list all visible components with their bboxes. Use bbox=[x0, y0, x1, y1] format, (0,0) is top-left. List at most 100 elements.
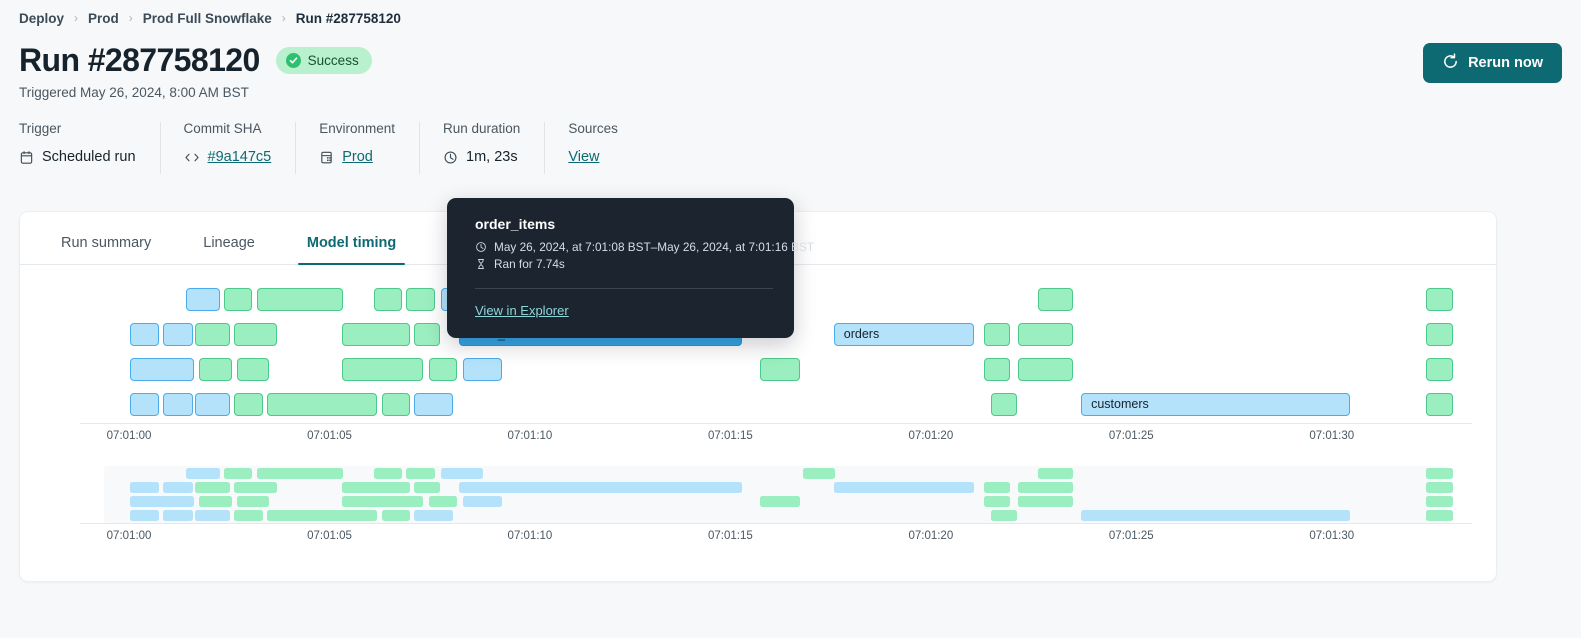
minimap-bar[interactable] bbox=[257, 467, 344, 479]
meta-label-environment: Environment bbox=[319, 121, 396, 136]
database-icon bbox=[319, 150, 334, 165]
gantt-bar[interactable] bbox=[199, 358, 232, 381]
tab-lineage[interactable]: Lineage bbox=[203, 235, 255, 251]
breadcrumb: Deploy › Prod › Prod Full Snowflake › Ru… bbox=[0, 0, 1581, 30]
gantt-bar[interactable] bbox=[406, 288, 435, 311]
gantt-bar[interactable] bbox=[1426, 323, 1454, 346]
gantt-bar[interactable] bbox=[382, 393, 411, 416]
gantt-minimap[interactable]: 07:01:00 07:01:05 07:01:10 07:01:15 07:01:20… bbox=[20, 449, 1496, 549]
minimap-panel[interactable] bbox=[104, 466, 1454, 523]
gantt-bar[interactable] bbox=[1426, 288, 1454, 311]
minimap-bar[interactable] bbox=[429, 496, 458, 507]
minimap-bar[interactable] bbox=[458, 481, 743, 493]
sources-view-link[interactable]: View bbox=[568, 149, 600, 165]
minimap-bar[interactable] bbox=[441, 467, 483, 479]
minimap-bar[interactable] bbox=[1426, 481, 1454, 493]
minimap-bar[interactable] bbox=[1017, 496, 1073, 507]
minimap-bar[interactable] bbox=[406, 467, 435, 479]
gantt-bar[interactable] bbox=[195, 393, 231, 416]
meta-text-run-duration: 1m, 23s bbox=[466, 149, 518, 165]
gantt-bar[interactable] bbox=[1038, 288, 1074, 311]
breadcrumb-item-prod[interactable]: Prod bbox=[88, 10, 119, 26]
meta-text-trigger: Scheduled run bbox=[42, 149, 136, 165]
minimap-bar[interactable] bbox=[1017, 481, 1073, 493]
meta-cell-sources: Sources View bbox=[544, 121, 642, 174]
minimap-bar[interactable] bbox=[833, 481, 974, 493]
gantt-bar-orders[interactable]: orders bbox=[833, 323, 974, 346]
gantt-bar[interactable] bbox=[1426, 358, 1454, 381]
breadcrumb-item-run[interactable]: Run #287758120 bbox=[295, 10, 401, 26]
minimap-bar[interactable] bbox=[984, 481, 1010, 493]
minimap-bar[interactable] bbox=[129, 481, 160, 493]
minimap-tick-label: 07:01:20 bbox=[908, 530, 954, 542]
minimap-bar[interactable] bbox=[341, 496, 423, 507]
gantt-bar[interactable] bbox=[195, 323, 231, 346]
gantt-bar[interactable] bbox=[163, 393, 193, 416]
minimap-bar[interactable] bbox=[984, 496, 1010, 507]
minimap-bar[interactable] bbox=[414, 510, 454, 522]
minimap-bar[interactable] bbox=[234, 510, 263, 522]
breadcrumb-item-prod-full-snowflake[interactable]: Prod Full Snowflake bbox=[142, 10, 272, 26]
gantt-bar[interactable] bbox=[223, 288, 252, 311]
gantt-bar[interactable] bbox=[341, 323, 411, 346]
gantt-bar[interactable] bbox=[1426, 393, 1454, 416]
minimap-bar[interactable] bbox=[382, 510, 411, 522]
minimap-bar[interactable] bbox=[759, 496, 801, 507]
tab-model-timing[interactable]: Model timing bbox=[297, 235, 406, 265]
minimap-bar[interactable] bbox=[223, 467, 252, 479]
gantt-bar[interactable] bbox=[1017, 358, 1073, 381]
minimap-bar[interactable] bbox=[341, 481, 411, 493]
gantt-bar[interactable] bbox=[759, 358, 801, 381]
gantt-bar[interactable] bbox=[341, 358, 423, 381]
gantt-bar[interactable] bbox=[234, 393, 263, 416]
calendar-icon bbox=[19, 150, 34, 165]
gantt-bar[interactable] bbox=[129, 358, 195, 381]
gantt-bar[interactable] bbox=[414, 323, 440, 346]
gantt-bar[interactable] bbox=[984, 323, 1010, 346]
minimap-bar[interactable] bbox=[802, 467, 836, 479]
minimap-bar[interactable] bbox=[1426, 467, 1454, 479]
gantt-bar[interactable] bbox=[374, 288, 403, 311]
minimap-bar[interactable] bbox=[266, 510, 377, 522]
minimap-bar[interactable] bbox=[199, 496, 232, 507]
minimap-bar[interactable] bbox=[414, 481, 440, 493]
gantt-bar[interactable] bbox=[129, 323, 160, 346]
commit-sha-link[interactable]: #9a147c5 bbox=[207, 149, 272, 165]
minimap-bar[interactable] bbox=[129, 496, 195, 507]
gantt-bar[interactable] bbox=[991, 393, 1017, 416]
gantt-bar[interactable] bbox=[234, 323, 278, 346]
minimap-bar[interactable] bbox=[1426, 510, 1454, 522]
view-in-explorer-link[interactable]: View in Explorer bbox=[475, 303, 569, 318]
minimap-bar[interactable] bbox=[163, 481, 193, 493]
gantt-bar[interactable] bbox=[429, 358, 458, 381]
minimap-bar[interactable] bbox=[1081, 510, 1350, 522]
gantt-bar[interactable] bbox=[1017, 323, 1073, 346]
gantt-bar[interactable] bbox=[984, 358, 1010, 381]
minimap-bar[interactable] bbox=[234, 481, 278, 493]
gantt-tick-label: 07:01:25 bbox=[1108, 430, 1154, 442]
minimap-bar[interactable] bbox=[129, 510, 160, 522]
gantt-bar[interactable] bbox=[414, 393, 454, 416]
minimap-bar[interactable] bbox=[163, 510, 193, 522]
minimap-bar[interactable] bbox=[195, 481, 231, 493]
gantt-bar[interactable] bbox=[129, 393, 160, 416]
environment-link[interactable]: Prod bbox=[342, 149, 373, 165]
gantt-bar[interactable] bbox=[257, 288, 344, 311]
minimap-bar[interactable] bbox=[195, 510, 231, 522]
minimap-bar[interactable] bbox=[1426, 496, 1454, 507]
tab-run-summary[interactable]: Run summary bbox=[61, 235, 152, 251]
gantt-bar-customers[interactable]: customers bbox=[1081, 393, 1350, 416]
minimap-bar[interactable] bbox=[374, 467, 403, 479]
minimap-bar[interactable] bbox=[185, 467, 220, 479]
rerun-now-button[interactable]: Rerun now bbox=[1423, 43, 1562, 83]
gantt-bar[interactable] bbox=[462, 358, 502, 381]
minimap-bar[interactable] bbox=[1038, 467, 1074, 479]
minimap-bar[interactable] bbox=[991, 510, 1017, 522]
minimap-bar[interactable] bbox=[462, 496, 502, 507]
minimap-bar[interactable] bbox=[237, 496, 270, 507]
gantt-bar[interactable] bbox=[237, 358, 270, 381]
gantt-bar[interactable] bbox=[266, 393, 377, 416]
breadcrumb-item-deploy[interactable]: Deploy bbox=[19, 10, 65, 26]
gantt-bar[interactable] bbox=[185, 288, 220, 311]
gantt-bar[interactable] bbox=[163, 323, 193, 346]
